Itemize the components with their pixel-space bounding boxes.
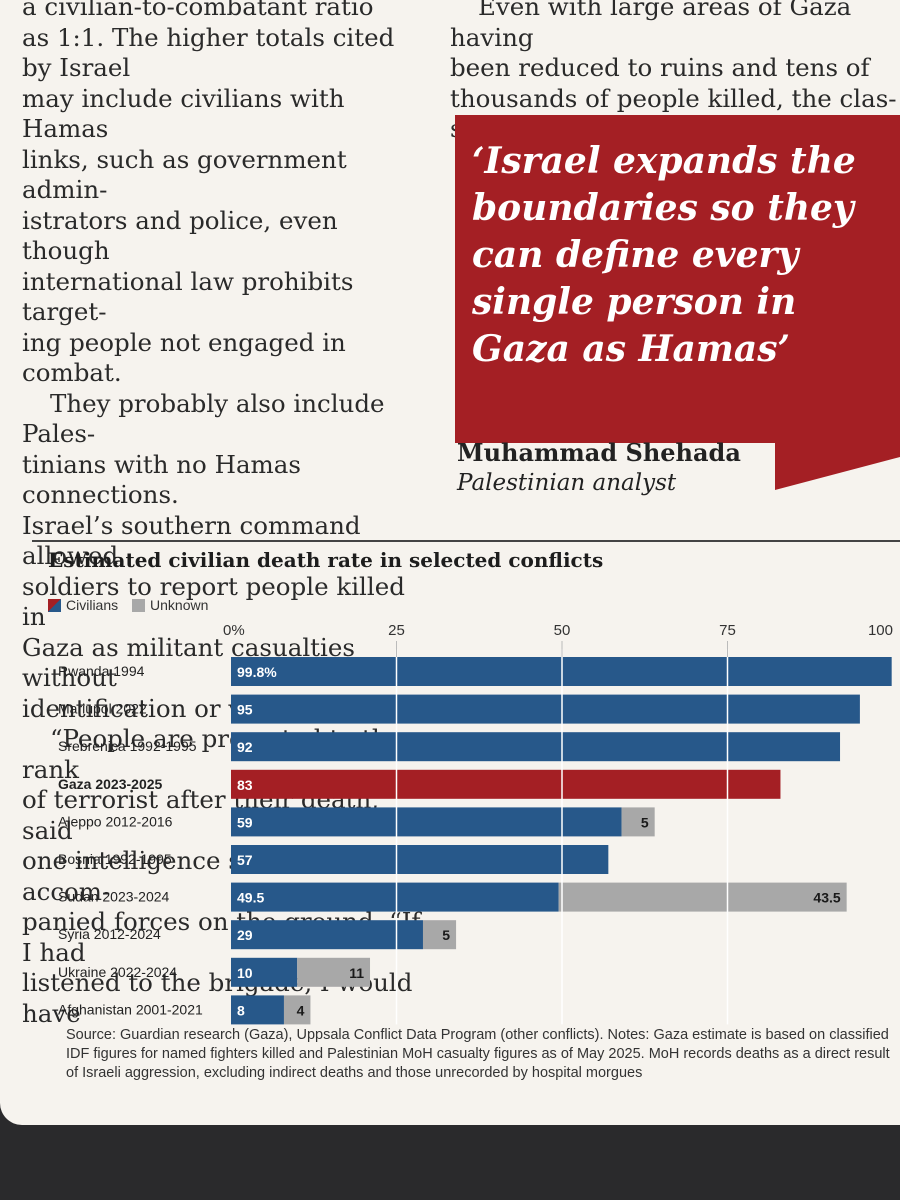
article-line: Even with large areas of Gaza having xyxy=(450,0,852,52)
legend-swatch-civilians xyxy=(48,598,61,612)
civilians-bar xyxy=(231,957,298,987)
legend-label-civilians: Civilians xyxy=(66,597,119,613)
unknown-value-label: 43.5 xyxy=(813,890,840,906)
article-line: Gaza as militant casualties without xyxy=(22,632,355,693)
civilians-value-label: 95 xyxy=(237,702,253,718)
civilians-bar xyxy=(231,882,559,912)
article-line: Israel’s southern command allowed xyxy=(22,510,361,571)
civilians-value-label: 57 xyxy=(237,852,253,868)
category-label: Rwanda 1994 xyxy=(58,663,145,679)
chart-title: Estimated civilian death rate in selecte… xyxy=(48,548,604,572)
article-line: soldiers to report people killed in xyxy=(22,571,405,632)
category-label: Afghanistan 2001-2021 xyxy=(58,1001,203,1017)
x-tick-label: 25 xyxy=(388,622,405,639)
pull-quote-role: Palestinian analyst xyxy=(457,470,677,496)
civilians-value-label: 83 xyxy=(237,777,253,793)
civilians-bar xyxy=(231,769,781,799)
article-line: ing people not engaged in combat. xyxy=(22,327,346,388)
article-line: links, such as government admin- xyxy=(22,144,347,205)
civilians-bar xyxy=(231,694,860,724)
bar-chart: 0% 25 50 75 100 Rwanda 1994 99.8% Mariupol 2022… xyxy=(58,622,893,1025)
civilians-bar xyxy=(231,845,609,874)
civilians-bar xyxy=(231,807,622,837)
civilians-bar xyxy=(231,732,841,762)
civilians-value-label: 59 xyxy=(237,814,253,830)
article-line: istrators and police, even though xyxy=(22,205,338,266)
magazine-page: a civilian-to-combatant ratio as 1:1. The… xyxy=(0,0,900,1125)
category-label: Bosnia 1992-1995 xyxy=(58,851,172,867)
legend-item-civilians: Civilians xyxy=(48,597,118,613)
unknown-bar xyxy=(558,882,847,912)
article-line: international law prohibits target- xyxy=(22,266,354,327)
legend-label-unknown: Unknown xyxy=(150,597,209,613)
article-line: as 1:1. The higher totals cited by Israe… xyxy=(22,22,395,83)
legend-item-unknown: Unknown xyxy=(132,597,208,613)
article-line: tinians with no Hamas connections. xyxy=(22,449,301,510)
unknown-bar xyxy=(422,920,457,950)
article-line: They probably also include Pales- xyxy=(22,388,385,449)
x-tick-label: 75 xyxy=(719,622,736,639)
chart-top-rule xyxy=(32,540,900,542)
civilians-bar xyxy=(231,920,423,950)
category-label: Gaza 2023-2025 xyxy=(58,776,163,792)
chart-legend: Civilians Unknown xyxy=(48,597,218,615)
category-label: Syria 2012-2024 xyxy=(58,926,161,942)
unknown-value-label: 4 xyxy=(297,1002,305,1018)
unknown-value-label: 5 xyxy=(641,814,649,830)
x-tick-label: 0% xyxy=(223,622,245,639)
pull-quote-name: Muhammad Shehada xyxy=(457,438,741,467)
unknown-bar xyxy=(297,957,371,987)
civilians-value-label: 99.8% xyxy=(237,664,277,680)
article-line: been reduced to ruins and tens of xyxy=(450,53,870,82)
civilians-bar xyxy=(231,995,284,1025)
article-line: may include civilians with Hamas xyxy=(22,83,345,144)
pull-quote-text: ‘Israel expands the boundaries so they c… xyxy=(472,140,856,370)
x-tick-label: 50 xyxy=(554,622,571,639)
pull-quote-tail xyxy=(775,430,900,490)
chart-source-note: Source: Guardian research (Gaza), Uppsal… xyxy=(66,1027,890,1081)
pull-quote-box xyxy=(455,115,900,443)
category-label: Mariupol 2022 xyxy=(58,701,147,717)
article-line: a civilian-to-combatant ratio xyxy=(22,0,374,21)
civilians-value-label: 92 xyxy=(237,739,253,755)
civilians-value-label: 29 xyxy=(237,927,253,943)
civilians-value-label: 10 xyxy=(237,965,253,981)
legend-swatch-unknown xyxy=(132,598,146,612)
x-tick-label: 100 xyxy=(868,622,893,639)
article-line: thousands of people killed, the clas- xyxy=(450,83,897,113)
civilians-value-label: 49.5 xyxy=(237,890,264,906)
category-label: Ukraine 2022-2024 xyxy=(58,964,177,980)
unknown-bar xyxy=(621,807,655,837)
unknown-bar xyxy=(283,995,311,1025)
category-label: Srebrenica 1992-1995 xyxy=(58,738,197,754)
category-label: Sudan 2023-2024 xyxy=(58,889,170,905)
unknown-value-label: 5 xyxy=(442,927,450,943)
unknown-value-label: 11 xyxy=(349,965,364,981)
category-label: Aleppo 2012-2016 xyxy=(58,813,173,829)
civilians-value-label: 8 xyxy=(237,1002,245,1018)
